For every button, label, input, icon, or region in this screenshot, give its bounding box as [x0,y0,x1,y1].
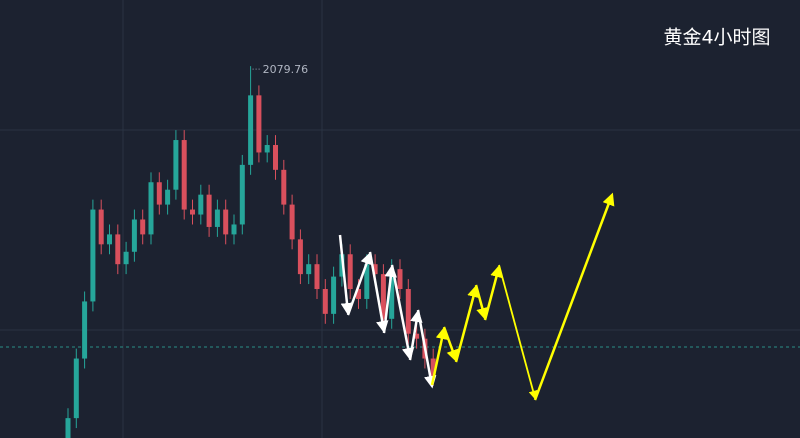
candle-body [364,264,370,299]
candle-body [281,169,287,205]
arrow [368,251,389,334]
candle-body [148,182,154,235]
candle-body [98,209,104,245]
candle-body [405,289,411,334]
candle-body [430,358,436,376]
candle-body [82,301,88,359]
arrow [430,326,449,386]
arrow [346,251,373,316]
candle-body [248,95,254,165]
candle-body [223,209,229,235]
arrow [416,309,437,389]
arrow [474,284,489,321]
candle-body [214,209,220,227]
candle-body [140,219,146,235]
candle-body [331,276,337,314]
white-arrows [338,234,437,389]
candle-body [389,269,395,319]
candle-body [115,234,121,265]
candle-body [356,289,361,299]
arrow [382,264,398,334]
candle-body [231,224,237,235]
candle-body [123,251,129,265]
candle-body [297,239,303,275]
candle-body [264,145,270,153]
candle-body [239,164,245,225]
candles [65,66,436,438]
candle-body [156,182,162,205]
candle-body [173,140,179,190]
candle-body [314,264,320,290]
candle-body [90,209,96,302]
candle-body [306,264,312,275]
candle-body [322,289,328,314]
candle-body [380,274,386,319]
candle-body [273,145,278,170]
candle-body [289,204,295,240]
arrow [442,326,459,363]
arrow [454,284,480,363]
candle-body [256,95,262,153]
arrow [390,264,415,361]
candle-body [65,418,71,438]
arrow [338,234,354,316]
candle-body [190,209,195,215]
candle-body [414,333,420,339]
high-label: 2079.76 [263,63,309,76]
candle-body [206,194,212,227]
candle-body [107,234,112,245]
candle-body [73,358,79,419]
candle-body [131,219,137,252]
candle-body [181,140,187,210]
arrow [408,309,423,361]
arrow [498,264,538,400]
yellow-arrows [430,192,615,401]
candle-body [198,194,204,215]
chart-title: 黄金4小时图 [663,27,770,49]
candle-body [397,269,403,290]
arrow [533,192,615,401]
arrow [483,264,503,321]
candle-body [347,254,353,290]
candle-body [372,264,378,275]
candle-body [165,189,171,205]
